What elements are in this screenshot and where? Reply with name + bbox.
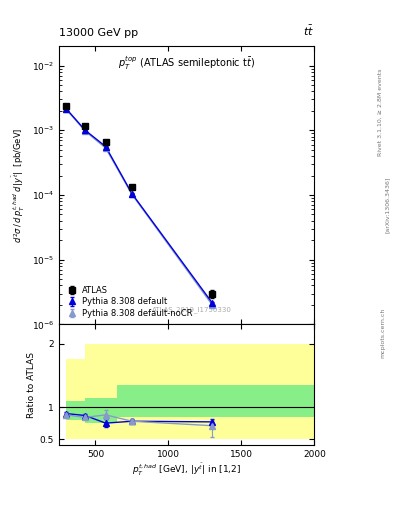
Text: Rivet 3.1.10, ≥ 2.8M events: Rivet 3.1.10, ≥ 2.8M events — [378, 69, 383, 156]
Text: [arXiv:1306.3436]: [arXiv:1306.3436] — [385, 177, 389, 233]
Text: $p_T^{top}$ (ATLAS semileptonic t$\bar{t}$): $p_T^{top}$ (ATLAS semileptonic t$\bar{t… — [118, 54, 255, 72]
Y-axis label: Ratio to ATLAS: Ratio to ATLAS — [27, 352, 35, 418]
Text: ATLAS_2019_I1750330: ATLAS_2019_I1750330 — [152, 307, 232, 313]
Legend: ATLAS, Pythia 8.308 default, Pythia 8.308 default-noCR: ATLAS, Pythia 8.308 default, Pythia 8.30… — [63, 283, 195, 320]
X-axis label: $p_T^{t,had}$ [GeV], $|y^{\bar{t}}|$ in [1,2]: $p_T^{t,had}$ [GeV], $|y^{\bar{t}}|$ in … — [132, 462, 241, 478]
Text: 13000 GeV pp: 13000 GeV pp — [59, 28, 138, 38]
Y-axis label: $d^2\sigma\,/\,d\,p_T^{t,had}\,d\,|y^{\bar{t}}|$  [pb/GeV]: $d^2\sigma\,/\,d\,p_T^{t,had}\,d\,|y^{\b… — [11, 127, 28, 243]
Text: mcplots.cern.ch: mcplots.cern.ch — [381, 308, 386, 358]
Text: $t\bar{t}$: $t\bar{t}$ — [303, 24, 314, 38]
